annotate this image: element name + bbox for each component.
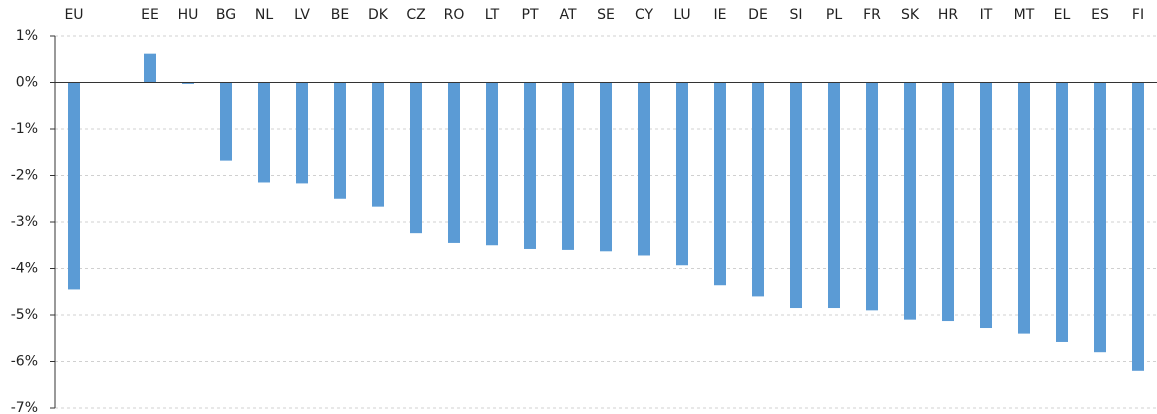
x-tick-label: EE: [141, 7, 159, 23]
x-tick-label: PL: [826, 7, 842, 23]
x-tick-label: EL: [1054, 7, 1071, 23]
bar: [828, 82, 840, 309]
bar: [182, 82, 194, 84]
bar: [448, 82, 460, 243]
x-tick-label: BE: [331, 7, 349, 23]
x-tick-label: IT: [980, 7, 993, 23]
y-tick-label: -2%: [11, 168, 38, 184]
x-tick-label: DK: [368, 7, 389, 23]
x-tick-label: FR: [863, 7, 881, 23]
bar: [68, 82, 80, 290]
bar: [486, 82, 498, 246]
bar: [220, 82, 232, 161]
x-tick-label: AT: [559, 7, 576, 23]
x-tick-label: EU: [64, 7, 83, 23]
bar: [980, 82, 992, 329]
x-tick-label: FI: [1132, 7, 1144, 23]
x-tick-label: NL: [255, 7, 273, 23]
bar: [676, 82, 688, 266]
bar: [600, 82, 612, 252]
x-tick-label: SE: [597, 7, 615, 23]
bar: [638, 82, 650, 256]
bar: [258, 82, 270, 183]
x-tick-label: SK: [901, 7, 920, 23]
bar: [1056, 82, 1068, 342]
x-tick-label: DE: [748, 7, 768, 23]
x-tick-label: HU: [178, 7, 199, 23]
bar: [410, 82, 422, 234]
x-tick-label: LU: [673, 7, 690, 23]
bar: [144, 53, 156, 83]
y-tick-label: -6%: [11, 354, 38, 370]
bar: [1132, 82, 1144, 371]
bar: [942, 82, 954, 322]
x-tick-label: SI: [789, 7, 802, 23]
bar: [372, 82, 384, 207]
x-tick-label: MT: [1014, 7, 1035, 23]
bar: [790, 82, 802, 309]
bar: [1094, 82, 1106, 353]
y-tick-label: -7%: [11, 400, 38, 414]
y-tick-label: -5%: [11, 307, 38, 323]
x-tick-label: HR: [938, 7, 959, 23]
bar: [714, 82, 726, 286]
x-tick-label: PT: [522, 7, 539, 23]
bar: [1018, 82, 1030, 334]
y-tick-label: -1%: [11, 121, 38, 137]
bar: [524, 82, 536, 249]
x-tick-label: LV: [294, 7, 310, 23]
bar: [752, 82, 764, 297]
x-tick-label: BG: [216, 7, 236, 23]
x-tick-label: CY: [635, 7, 654, 23]
bar: [562, 82, 574, 250]
x-tick-label: IE: [714, 7, 727, 23]
bar: [866, 82, 878, 311]
bar: [334, 82, 346, 199]
y-tick-label: 1%: [16, 28, 38, 44]
x-tick-label: ES: [1091, 7, 1109, 23]
bar: [296, 82, 308, 184]
x-tick-label: LT: [485, 7, 500, 23]
x-tick-label: RO: [444, 7, 465, 23]
x-tick-label: CZ: [406, 7, 425, 23]
bar: [904, 82, 916, 320]
y-tick-label: 0%: [16, 75, 38, 91]
y-tick-label: -3%: [11, 214, 38, 230]
y-tick-label: -4%: [11, 261, 38, 277]
